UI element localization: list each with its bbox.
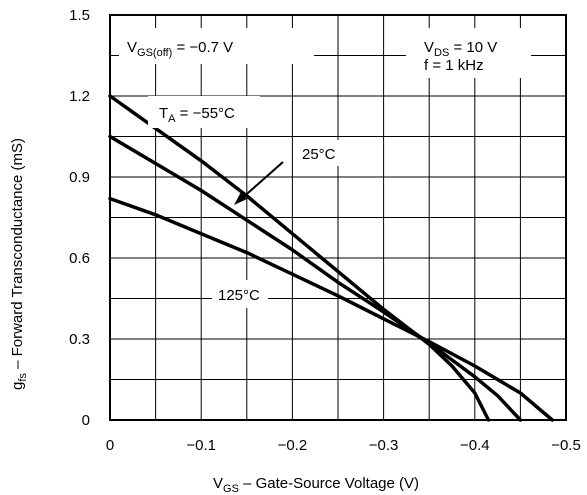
plot-frame	[109, 14, 567, 421]
vgs-off-annotation: VGS(off) = −0.7 V	[127, 39, 233, 59]
y-axis-label: gfs – Forward Transconductance (mS)	[9, 138, 29, 390]
x-tick-labels: 0 −0.1 −0.2 −0.3 −0.4 −0.5	[106, 437, 581, 454]
label-125-box	[212, 280, 268, 308]
x-tick-label: −0.3	[369, 437, 399, 454]
y-axis-label-main: g	[9, 382, 26, 390]
vgs-off-main: V	[127, 39, 137, 56]
vds-rest: = 10 V	[449, 39, 497, 56]
y-tick-label: 1.2	[69, 88, 90, 105]
label-25-box	[296, 140, 342, 166]
vgs-off-box	[119, 28, 314, 64]
x-axis-label-rest: – Gate-Source Voltage (V)	[239, 475, 419, 492]
freq-annotation: f = 1 kHz	[424, 57, 484, 74]
ta-rest: = −55°C	[176, 105, 236, 122]
series-line-2	[108, 196, 555, 422]
x-tick-label: −0.1	[186, 437, 216, 454]
ta-sub: A	[168, 113, 176, 125]
ta-main: T	[159, 105, 168, 122]
arrow-25-head	[234, 192, 247, 205]
x-tick-label: −0.2	[278, 437, 308, 454]
vgs-off-sub: GS(off)	[137, 47, 172, 59]
x-axis-label-main: V	[213, 475, 223, 492]
y-tick-labels: 0 0.3 0.6 0.9 1.2 1.5	[69, 7, 90, 429]
vds-box	[406, 28, 531, 78]
series-line-1	[108, 134, 523, 422]
y-tick-label: 0.3	[69, 331, 90, 348]
series-line-0	[108, 94, 491, 422]
vds-annotation: VDS = 10 V	[424, 39, 497, 59]
vds-main: V	[424, 39, 434, 56]
y-tick-label: 1.5	[69, 7, 90, 24]
y-axis-label-rest: – Forward Transconductance (mS)	[9, 138, 26, 373]
ta-annotation: TA = −55°C	[159, 105, 235, 125]
y-axis-label-sub: fs	[17, 373, 29, 382]
y-tick-label: 0	[82, 412, 90, 429]
y-tick-label: 0.6	[69, 250, 90, 267]
vds-sub: DS	[434, 47, 449, 59]
label-25: 25°C	[302, 146, 336, 163]
curves	[108, 94, 555, 422]
ta-label-box	[148, 96, 260, 128]
y-tick-label: 0.9	[69, 169, 90, 186]
x-tick-label: −0.5	[551, 437, 581, 454]
label-125: 125°C	[218, 287, 260, 304]
x-axis-label-sub: GS	[223, 483, 239, 495]
x-tick-label: −0.4	[460, 437, 490, 454]
x-axis-label: VGS – Gate-Source Voltage (V)	[213, 475, 419, 495]
vgs-off-rest: = −0.7 V	[172, 39, 233, 56]
x-tick-label: 0	[106, 437, 114, 454]
arrow-25-shaft	[239, 161, 284, 201]
